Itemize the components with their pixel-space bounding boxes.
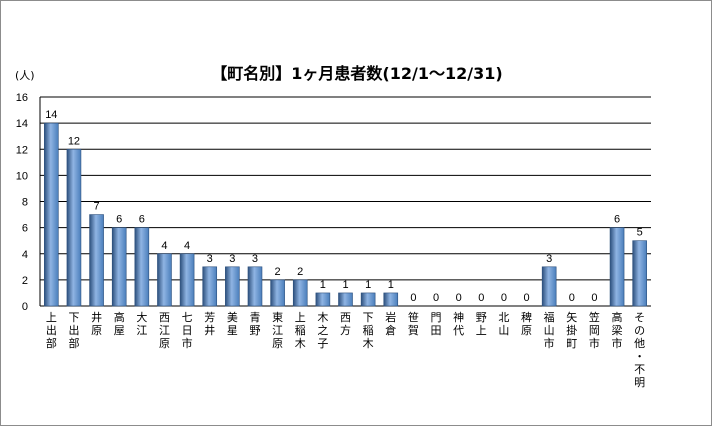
data-label: 2 [275,266,281,278]
bar-10 [270,279,285,307]
category-label: 上稲木 [295,311,306,350]
category-label: 門田 [431,311,442,337]
data-label: 1 [320,279,326,291]
data-label: 3 [229,253,235,265]
category-label: 笠岡市 [589,310,600,350]
data-label: 0 [569,292,575,304]
data-label: 6 [614,214,620,226]
bar-1 [66,148,82,307]
category-label: 東江原 [272,311,283,350]
bars [44,122,647,307]
category-label: 芳井 [204,310,215,337]
bar-9 [247,266,263,307]
category-label: 岩倉 [385,310,396,337]
bar-15 [383,292,399,307]
data-label: 5 [637,227,643,239]
category-label: 野上 [476,311,487,337]
y-tick-label: 6 [22,223,28,235]
category-label: 下出部 [68,311,79,350]
data-label: 1 [388,279,394,291]
data-label: 3 [207,253,213,265]
y-tick-label: 12 [16,144,28,156]
data-label: 3 [546,253,552,265]
category-label: 矢掛町 [566,310,577,350]
bar-8 [225,266,240,307]
bar-3 [111,227,127,307]
data-label: 6 [139,214,145,226]
bar-7 [202,266,218,307]
category-label: 稗原 [521,310,532,337]
data-label: 0 [433,292,439,304]
category-label: 下稲木 [363,311,374,350]
y-tick-label: 8 [22,197,28,209]
y-axis-ticks: 0 2 4 6 8 10 12 14 16 [16,92,28,313]
y-axis-unit-label: (人) [15,69,35,82]
category-label: 井原 [91,310,102,337]
data-label: 0 [501,292,507,304]
data-label: 6 [116,214,122,226]
data-label: 0 [410,292,416,304]
bar-11 [292,279,308,307]
data-label: 1 [342,279,348,291]
category-label: 北山 [498,311,509,337]
category-label: 高梁市 [612,310,623,350]
chart-title: 【町名別】1ヶ月患者数(12/1～12/31) [211,64,502,83]
category-label: 笹賀 [408,311,419,337]
data-label: 4 [184,240,190,252]
data-label: 12 [68,135,80,147]
data-label: 0 [456,292,462,304]
y-tick-label: 2 [22,275,28,287]
bar-2 [89,214,104,307]
category-label: 高屋 [114,310,125,337]
category-label: 大江 [136,310,147,337]
gridlines [40,96,651,307]
bar-26 [632,240,647,307]
data-label: 0 [523,292,529,304]
data-label: 0 [478,292,484,304]
data-label: 3 [252,253,258,265]
data-label: 4 [161,240,167,252]
data-label: 0 [591,292,597,304]
bar-6 [179,253,195,307]
bar-14 [360,292,376,307]
data-label: 7 [94,201,100,213]
category-label: 木之子 [317,311,328,350]
category-label: 青野 [249,311,260,337]
bar-12 [315,292,331,307]
bar-22 [541,266,557,307]
bar-13 [338,292,353,307]
bar-5 [157,253,172,307]
category-label: 西方 [340,311,351,337]
category-label: 神代 [453,310,464,337]
category-label: 七日市 [182,311,193,350]
y-tick-label: 14 [16,118,28,130]
data-label: 14 [45,109,57,121]
category-label: 西江原 [159,311,170,350]
bar-4 [134,227,150,307]
data-labels: 14 12 7 6 6 4 4 3 3 3 2 2 1 1 1 1 0 0 0 0 0 0 3 0 0 6 5 [45,109,643,304]
bar-25 [609,227,625,307]
data-label: 2 [297,266,303,278]
category-label: その他・不明 [634,311,645,389]
y-tick-label: 16 [16,92,28,104]
y-tick-label: 10 [16,170,28,182]
data-label: 1 [365,279,371,291]
bar-0 [44,122,59,307]
y-tick-label: 4 [22,249,28,261]
y-tick-label: 0 [22,301,28,313]
category-label: 美星 [227,311,238,337]
category-label: 上出部 [46,311,57,350]
category-label: 福山市 [544,310,555,350]
